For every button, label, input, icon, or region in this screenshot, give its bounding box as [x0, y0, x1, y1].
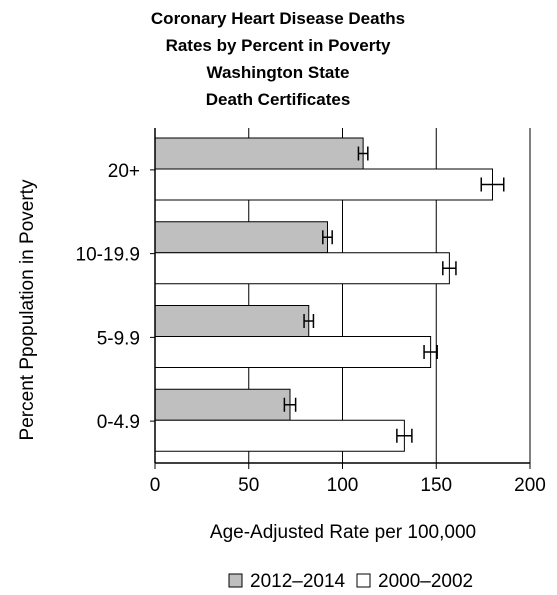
legend-swatch-2000-2002: [357, 574, 370, 587]
x-tick-label-50: 50: [238, 475, 259, 496]
bar-2000-2002-5-9-9: [155, 337, 431, 368]
y-axis-label: Percent Ppopulation in Poverty: [17, 179, 38, 440]
y-tick-label-20: 20+: [108, 161, 140, 182]
x-tick-label-200: 200: [514, 475, 546, 496]
x-tick-label-150: 150: [420, 475, 452, 496]
y-tick-label-0-4-9: 0-4.9: [97, 412, 140, 433]
legend-label-2000-2002: 2000–2002: [378, 571, 473, 592]
bar-2012-2014-10-19-9: [155, 222, 328, 253]
plot-area: 20+ 10-19.9 5-9.9 0-4.9 0 50 100 150 200: [76, 128, 546, 496]
chart-title: Coronary Heart Disease Deaths Rates by P…: [151, 9, 405, 109]
x-axis-label: Age-Adjusted Rate per 100,000: [210, 522, 476, 543]
chart-title-line-2: Rates by Percent in Poverty: [166, 36, 391, 55]
bar-2000-2002-20: [155, 169, 493, 200]
chart-title-line-3: Washington State: [207, 63, 350, 82]
y-tick-label-10-19-9: 10-19.9: [76, 245, 140, 266]
chart-title-line-1: Coronary Heart Disease Deaths: [151, 9, 405, 28]
chart-title-line-4: Death Certificates: [206, 90, 351, 109]
bar-2012-2014-0-4-9: [155, 389, 290, 420]
x-tick-label-0: 0: [150, 475, 161, 496]
bar-2000-2002-10-19-9: [155, 253, 449, 284]
legend-label-2012-2014: 2012–2014: [250, 571, 346, 592]
bar-2000-2002-0-4-9: [155, 420, 404, 451]
legend-swatch-2012-2014: [229, 574, 242, 587]
legend: 2012–2014 2000–2002: [229, 571, 473, 592]
y-tick-label-5-9-9: 5-9.9: [97, 328, 140, 349]
bar-2012-2014-20: [155, 138, 363, 169]
x-tick-label-100: 100: [327, 475, 359, 496]
bar-2012-2014-5-9-9: [155, 306, 309, 337]
